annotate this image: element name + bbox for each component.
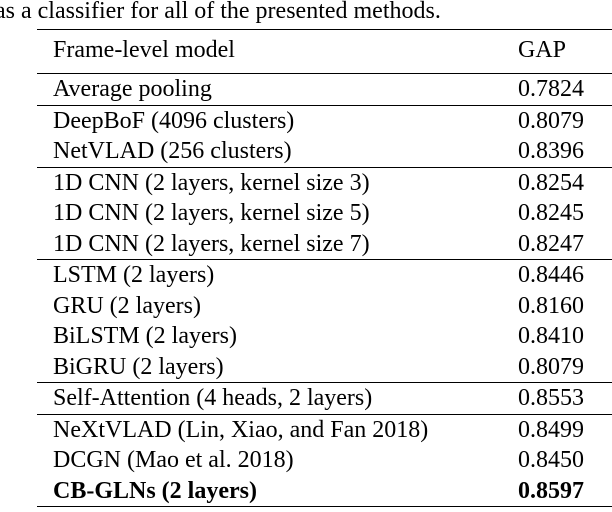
gap-cell: 0.8254 <box>518 169 584 196</box>
gap-cell: 0.8160 <box>518 292 584 319</box>
model-cell: CB-GLNs (2 layers) <box>53 477 257 504</box>
table-row: BiGRU (2 layers) 0.8079 <box>37 352 612 383</box>
gap-cell: 0.8079 <box>518 107 584 134</box>
header-cell: Frame-level model <box>53 37 235 63</box>
table-row: DCGN (Mao et al. 2018) 0.8450 <box>37 445 612 476</box>
model-cell: DCGN (Mao et al. 2018) <box>53 447 294 473</box>
model-cell: 1D CNN (2 layers, kernel size 5) <box>53 200 370 226</box>
row-group: LSTM (2 layers) 0.8446 GRU (2 layers) 0.816… <box>37 259 612 382</box>
gap-cell: 0.8410 <box>518 323 584 349</box>
table-row: NetVLAD (256 clusters) 0.8396 <box>37 136 612 167</box>
model-cell: BiLSTM (2 layers) <box>53 323 237 349</box>
row-group: Self-Attention (4 heads, 2 layers) 0.8553 <box>37 382 612 414</box>
gap-cell: 0.7824 <box>518 76 584 102</box>
model-cell: 1D CNN (2 layers, kernel size 7) <box>53 230 370 257</box>
table-row: LSTM (2 layers) 0.8446 <box>37 260 612 291</box>
gap-cell: 0.8396 <box>518 138 584 164</box>
gap-cell: 0.8597 <box>518 477 584 504</box>
model-cell: NeXtVLAD (Lin, Xiao, and Fan 2018) <box>53 416 429 443</box>
table-row: 1D CNN (2 layers, kernel size 7) 0.8247 <box>37 229 612 260</box>
row-group: Average pooling 0.7824 <box>37 73 612 105</box>
model-cell: Self-Attention (4 heads, 2 layers) <box>53 385 373 411</box>
gap-cell: 0.8245 <box>518 200 584 226</box>
header-row: Frame-level model GAP <box>37 30 612 73</box>
gap-cell: 0.8247 <box>518 230 584 257</box>
gap-cell: 0.8499 <box>518 416 584 443</box>
caption-fragment: as a classifier for all of the presented… <box>0 0 441 24</box>
model-cell: 1D CNN (2 layers, kernel size 3) <box>53 169 370 196</box>
row-group: 1D CNN (2 layers, kernel size 3) 0.8254 1D… <box>37 166 612 260</box>
model-cell: LSTM (2 layers) <box>53 262 215 288</box>
table-row: CB-GLNs (2 layers) 0.8597 <box>37 476 612 507</box>
row-group: DeepBoF (4096 clusters) 0.8079 NetVLAD (25… <box>37 104 612 167</box>
gap-cell: 0.8450 <box>518 447 584 473</box>
table-row: BiLSTM (2 layers) 0.8410 <box>37 321 612 352</box>
model-cell: DeepBoF (4096 clusters) <box>53 107 295 134</box>
model-cell: Average pooling <box>53 76 212 102</box>
table-row: 1D CNN (2 layers, kernel size 3) 0.8254 <box>37 168 612 199</box>
gap-cell: 0.8553 <box>518 385 584 411</box>
table-row: Self-Attention (4 heads, 2 layers) 0.8553 <box>37 383 612 414</box>
model-cell: NetVLAD (256 clusters) <box>53 138 292 164</box>
table-row: NeXtVLAD (Lin, Xiao, and Fan 2018) 0.8499 <box>37 415 612 446</box>
header-cell: GAP <box>518 37 567 63</box>
table-row: GRU (2 layers) 0.8160 <box>37 291 612 322</box>
results-table: Frame-level model GAP Average pooling 0.7… <box>37 29 612 507</box>
row-group: NeXtVLAD (Lin, Xiao, and Fan 2018) 0.8499… <box>37 413 612 507</box>
gap-cell: 0.8446 <box>518 262 584 288</box>
table-row: DeepBoF (4096 clusters) 0.8079 <box>37 106 612 137</box>
table-row: Average pooling 0.7824 <box>37 74 612 105</box>
model-cell: GRU (2 layers) <box>53 292 201 319</box>
model-cell: BiGRU (2 layers) <box>53 353 224 380</box>
table-row: 1D CNN (2 layers, kernel size 5) 0.8245 <box>37 198 612 229</box>
gap-cell: 0.8079 <box>518 353 584 380</box>
